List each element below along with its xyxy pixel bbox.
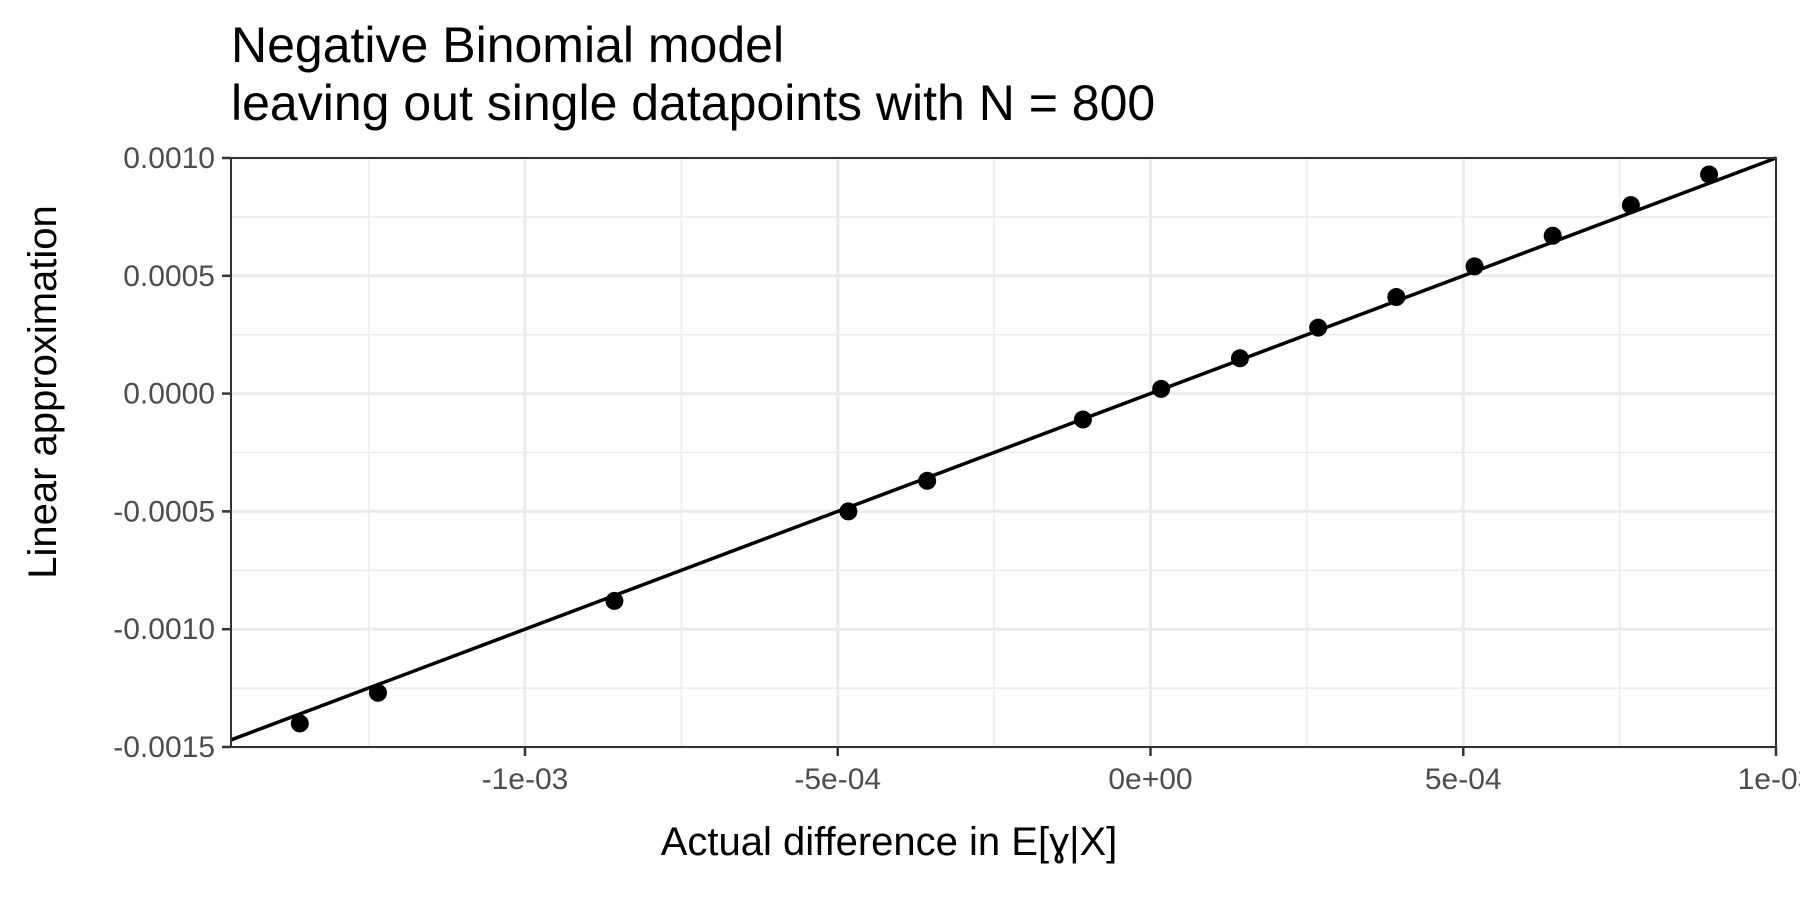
y-tick-label: -0.0010	[113, 613, 215, 646]
data-point	[1152, 379, 1171, 398]
y-tick-label: -0.0015	[113, 731, 215, 764]
x-tick-label: 1e-03	[1738, 763, 1800, 796]
y-tick-label: 0.0000	[123, 378, 215, 411]
data-point	[290, 714, 309, 733]
y-axis: -0.0015 -0.0010 -0.0005 0.0000 0.0005 0.0010	[113, 142, 231, 764]
data-point	[605, 591, 624, 610]
x-axis-title: Actual difference in E[ɣ|X]	[661, 820, 1118, 864]
x-axis: -1e-03 -5e-04 0e+00 5e-04 1e-03	[482, 747, 1800, 796]
data-points	[290, 165, 1719, 733]
data-point	[1230, 349, 1249, 368]
data-point	[1543, 226, 1562, 245]
x-tick-label: -1e-03	[482, 763, 569, 796]
data-point	[1700, 165, 1719, 184]
y-axis-title: Linear approximation	[21, 205, 65, 579]
plot-panel-border	[230, 157, 1777, 748]
y-tick-label: 0.0005	[123, 260, 215, 293]
data-point	[1309, 318, 1328, 337]
chart-title: Negative Binomial model	[231, 17, 784, 73]
reference-line	[230, 156, 1777, 742]
x-tick-label: 5e-04	[1425, 763, 1502, 796]
chart-subtitle: leaving out single datapoints with N = 8…	[231, 75, 1155, 131]
data-point	[918, 471, 937, 490]
data-point	[1073, 410, 1092, 429]
data-point	[1465, 257, 1484, 276]
x-tick-label: -5e-04	[794, 763, 881, 796]
data-point	[1621, 196, 1640, 215]
data-point	[839, 502, 858, 521]
data-point	[368, 683, 387, 702]
x-tick-label: 0e+00	[1108, 763, 1192, 796]
data-point	[1387, 288, 1406, 307]
y-tick-label: -0.0005	[113, 495, 215, 528]
y-tick-label: 0.0010	[123, 142, 215, 175]
